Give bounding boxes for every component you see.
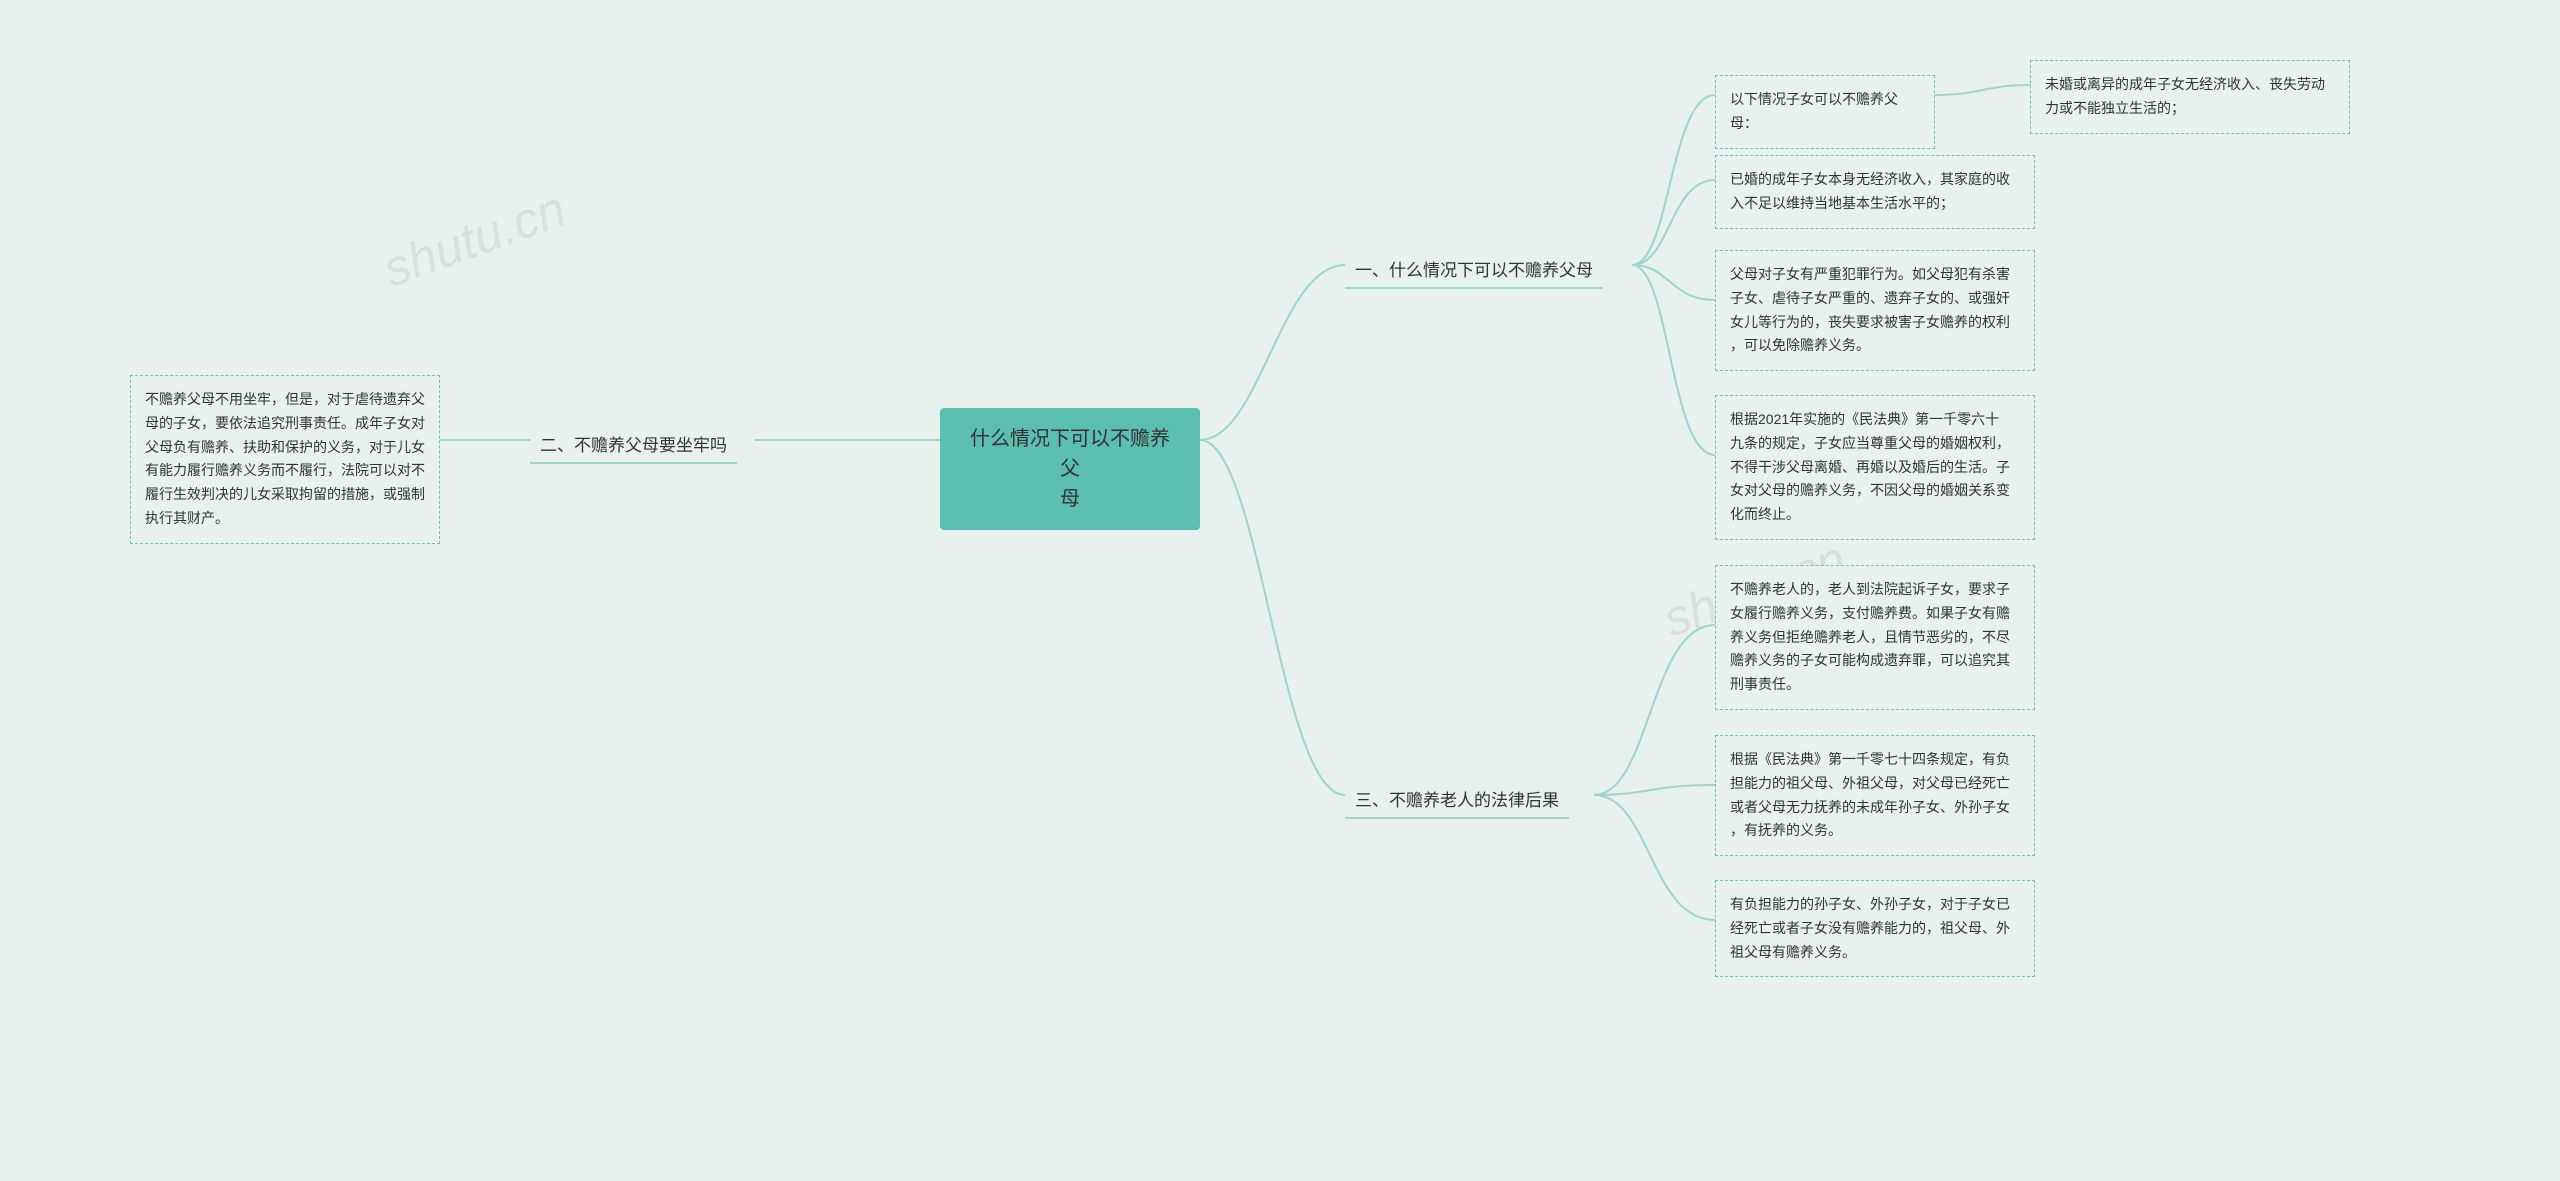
leaf-node: 父母对子女有严重犯罪行为。如父母犯有杀害子女、虐待子女严重的、遗弃子女的、或强奸… bbox=[1715, 250, 2035, 371]
center-node: 什么情况下可以不赡养父母 bbox=[940, 408, 1200, 530]
leaf-node: 不赡养老人的，老人到法院起诉子女，要求子女履行赡养义务，支付赡养费。如果子女有赡… bbox=[1715, 565, 2035, 710]
leaf-node: 以下情况子女可以不赡养父母： bbox=[1715, 75, 1935, 149]
connector-lines bbox=[0, 0, 2560, 1181]
leaf-node: 根据2021年实施的《民法典》第一千零六十九条的规定，子女应当尊重父母的婚姻权利… bbox=[1715, 395, 2035, 540]
leaf-node: 不赡养父母不用坐牢，但是，对于虐待遗弃父母的子女，要依法追究刑事责任。成年子女对… bbox=[130, 375, 440, 544]
branch-node: 一、什么情况下可以不赡养父母 bbox=[1345, 250, 1603, 289]
branch-node: 二、不赡养父母要坐牢吗 bbox=[530, 425, 737, 464]
leaf-node: 已婚的成年子女本身无经济收入，其家庭的收入不足以维持当地基本生活水平的； bbox=[1715, 155, 2035, 229]
leaf-node: 未婚或离异的成年子女无经济收入、丧失劳动力或不能独立生活的； bbox=[2030, 60, 2350, 134]
leaf-node: 有负担能力的孙子女、外孙子女，对于子女已经死亡或者子女没有赡养能力的，祖父母、外… bbox=[1715, 880, 2035, 977]
leaf-node: 根据《民法典》第一千零七十四条规定，有负担能力的祖父母、外祖父母，对父母已经死亡… bbox=[1715, 735, 2035, 856]
branch-node: 三、不赡养老人的法律后果 bbox=[1345, 780, 1569, 819]
